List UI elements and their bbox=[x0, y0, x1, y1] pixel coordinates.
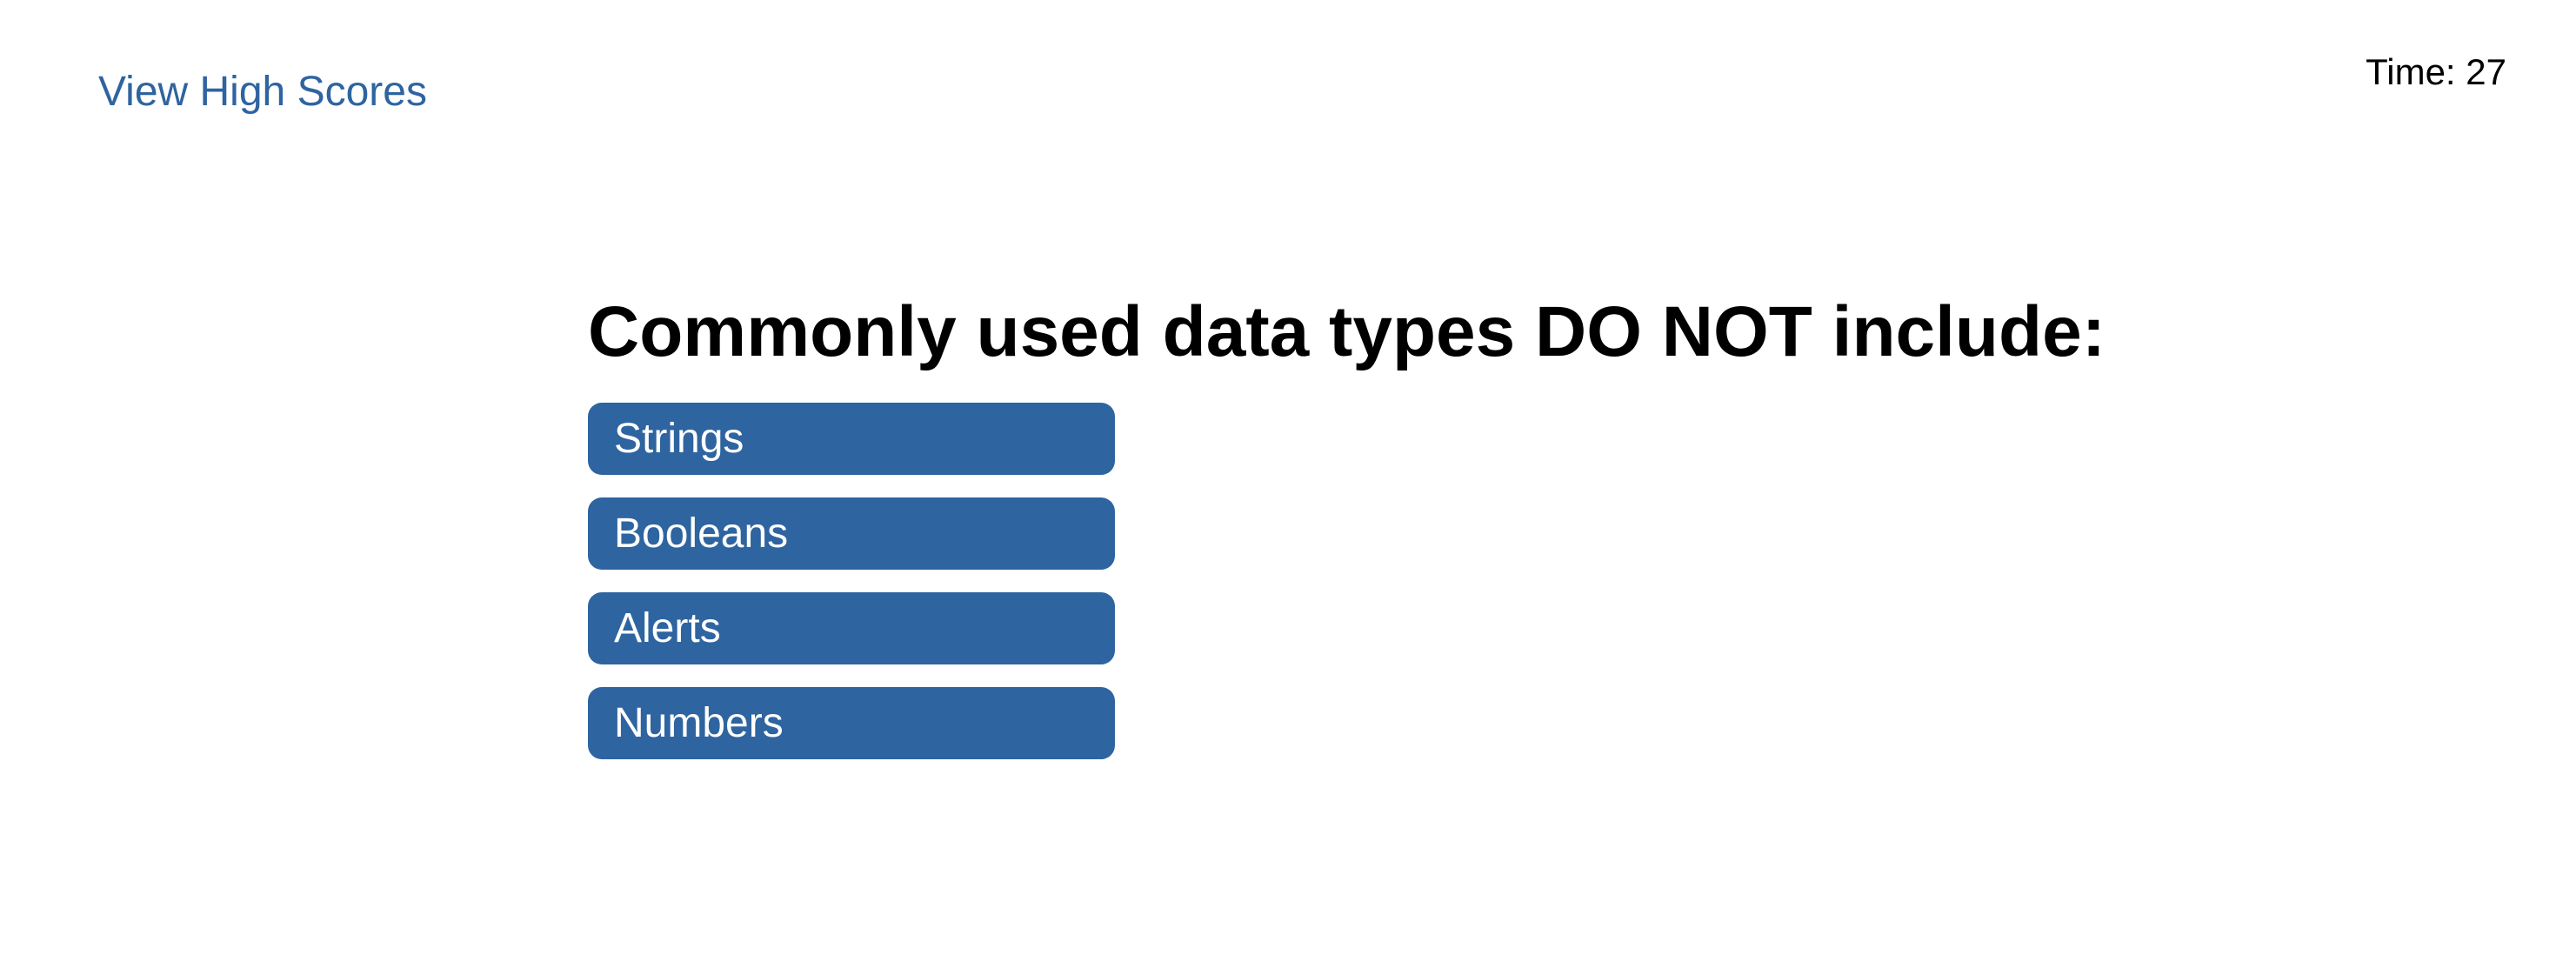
timer-value: 27 bbox=[2466, 51, 2506, 92]
answer-button-numbers[interactable]: Numbers bbox=[588, 687, 1115, 759]
timer: Time: 27 bbox=[2366, 49, 2506, 96]
view-high-scores-link[interactable]: View High Scores bbox=[98, 69, 427, 115]
answer-list: Strings Booleans Alerts Numbers bbox=[588, 403, 2153, 759]
question-title: Commonly used data types DO NOT include: bbox=[588, 292, 2106, 371]
answer-item: Strings bbox=[588, 403, 2153, 475]
answer-button-strings[interactable]: Strings bbox=[588, 403, 1115, 475]
answer-item: Alerts bbox=[588, 592, 2153, 664]
answer-button-alerts[interactable]: Alerts bbox=[588, 592, 1115, 664]
answer-item: Numbers bbox=[588, 687, 2153, 759]
answer-button-booleans[interactable]: Booleans bbox=[588, 497, 1115, 570]
timer-label: Time: bbox=[2366, 51, 2466, 92]
quiz-card: Commonly used data types DO NOT include:… bbox=[588, 287, 2153, 782]
answer-item: Booleans bbox=[588, 497, 2153, 570]
